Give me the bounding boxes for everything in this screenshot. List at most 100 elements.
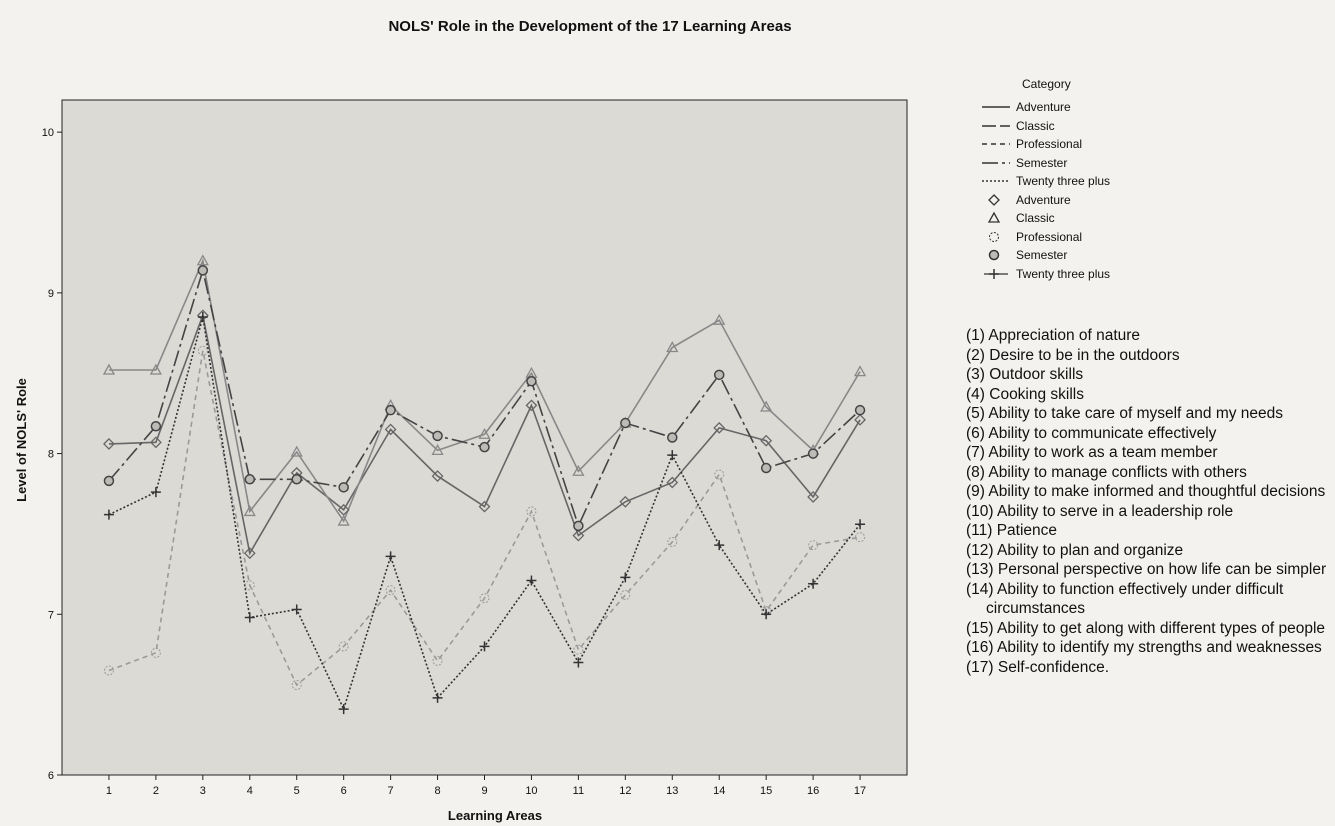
- data-point-1-7: [431, 444, 444, 456]
- data-point-0-3: [243, 547, 256, 560]
- legend-label: Professional: [1016, 229, 1083, 244]
- legend-label: Semester: [1016, 248, 1068, 263]
- legend: Category Adventure Classic Professional Sem…: [980, 78, 1200, 283]
- chart-title: NOLS' Role in the Development of the 17 …: [388, 18, 792, 35]
- learning-area-item: (8) Ability to manage conflicts with oth…: [966, 463, 1247, 481]
- x-tick-label: 7: [388, 785, 394, 797]
- series-line-0: [108, 312, 861, 556]
- legend-marker-swatch: [987, 211, 1001, 223]
- data-point-3-14: [760, 462, 772, 474]
- x-tick-label: 11: [573, 785, 584, 797]
- x-tick-label: 2: [153, 785, 159, 797]
- learning-area-item: (11) Patience: [966, 522, 1058, 539]
- data-point-2-0: [103, 665, 114, 676]
- legend-entry: Semester: [980, 246, 1200, 265]
- learning-area-item: (14) Ability to function effectively und…: [966, 580, 1284, 618]
- data-point-3-9: [526, 376, 537, 387]
- legend-marker-swatch: [989, 268, 999, 279]
- x-tick-label: 13: [666, 785, 678, 797]
- data-point-3-13: [713, 369, 725, 381]
- x-tick-label: 8: [434, 785, 440, 797]
- learning-area-item: (10) Ability to serve in a leadership ro…: [966, 502, 1234, 520]
- legend-label: Professional: [1016, 137, 1083, 152]
- data-point-4-14: [761, 609, 772, 620]
- legend-marker-swatch: [988, 250, 1000, 261]
- legend-label: Twenty three plus: [1016, 174, 1111, 189]
- data-point-2-6: [385, 585, 396, 596]
- series-line-2: [108, 350, 861, 687]
- data-point-0-8: [478, 500, 491, 513]
- data-point-2-8: [479, 593, 490, 604]
- legend-entry: Professional: [980, 228, 1200, 247]
- learning-area-item: (4) Cooking skills: [966, 385, 1085, 403]
- x-tick-label: 15: [760, 785, 772, 797]
- legend-label: Twenty three plus: [1016, 266, 1111, 281]
- y-axis: 6 7 8 9 10: [42, 127, 62, 782]
- legend-symbol: [982, 106, 1010, 108]
- legend-label: Adventure: [1016, 192, 1071, 207]
- data-point-1-5: [337, 514, 350, 526]
- learning-area-item: (9) Ability to make informed and thought…: [966, 483, 1326, 500]
- data-point-2-3: [244, 580, 255, 591]
- data-point-2-5: [338, 641, 349, 652]
- data-point-4-1: [150, 487, 161, 498]
- data-point-2-13: [714, 469, 725, 480]
- data-point-0-11: [619, 495, 632, 508]
- data-point-3-2: [197, 265, 209, 276]
- x-tick-label: 9: [481, 785, 487, 797]
- data-point-3-4: [291, 474, 302, 485]
- data-point-4-2: [197, 311, 208, 322]
- data-point-4-7: [432, 692, 443, 703]
- data-point-2-4: [291, 680, 302, 690]
- learning-area-item: (7) Ability to work as a team member: [966, 444, 1218, 461]
- data-point-3-0: [103, 475, 115, 487]
- y-tick-label: 6: [48, 770, 54, 782]
- data-point-3-3: [244, 474, 256, 485]
- x-tick-label: 16: [807, 785, 819, 797]
- data-point-0-12: [666, 476, 679, 489]
- legend-entry: Professional: [980, 135, 1200, 154]
- learning-area-item: (15) Ability to get along with different…: [966, 619, 1326, 637]
- data-point-2-15: [808, 540, 819, 551]
- data-point-4-3: [244, 612, 255, 623]
- legend-entry: Adventure: [980, 98, 1200, 117]
- data-point-0-6: [384, 423, 397, 436]
- legend-symbol: [982, 125, 1010, 127]
- x-tick-label: 3: [200, 785, 206, 797]
- data-point-4-11: [620, 572, 631, 583]
- data-point-2-2: [197, 345, 208, 356]
- data-point-0-16: [854, 413, 866, 426]
- data-point-1-1: [149, 363, 162, 375]
- learning-area-item: (17) Self-confidence.: [966, 658, 1110, 676]
- learning-area-item: (5) Ability to take care of myself and m…: [966, 405, 1284, 422]
- data-point-0-14: [760, 434, 773, 447]
- data-point-1-12: [666, 341, 679, 353]
- data-point-3-16: [854, 404, 866, 416]
- legend-entry: Classic: [980, 117, 1200, 136]
- data-point-4-13: [714, 540, 725, 551]
- data-point-3-1: [150, 421, 162, 432]
- legend-symbol: [982, 162, 1010, 164]
- learning-area-item: (6) Ability to communicate effectively: [966, 424, 1217, 442]
- learning-areas-list: (1) Appreciation of nature (2) Desire to …: [966, 326, 1331, 677]
- data-point-1-8: [478, 427, 491, 439]
- learning-area-item: (12) Ability to plan and organize: [966, 541, 1184, 559]
- legend-symbol: [982, 143, 1010, 145]
- data-point-4-4: [291, 604, 302, 615]
- data-point-2-11: [620, 590, 631, 600]
- data-point-4-15: [808, 578, 819, 589]
- data-point-0-13: [713, 421, 726, 434]
- data-point-2-10: [573, 644, 584, 655]
- data-point-0-9: [525, 399, 538, 412]
- learning-area-item: (2) Desire to be in the outdoors: [966, 346, 1180, 364]
- x-tick-label: 17: [854, 785, 866, 797]
- x-axis-label: Learning Areas: [448, 808, 542, 823]
- legend-symbol: [987, 211, 1001, 223]
- data-point-0-7: [431, 470, 444, 482]
- data-point-3-15: [807, 448, 819, 459]
- data-point-1-14: [760, 400, 773, 412]
- x-tick-label: 12: [619, 785, 631, 797]
- legend-marker-swatch: [989, 231, 999, 242]
- legend-entry: Twenty three plus: [980, 172, 1200, 191]
